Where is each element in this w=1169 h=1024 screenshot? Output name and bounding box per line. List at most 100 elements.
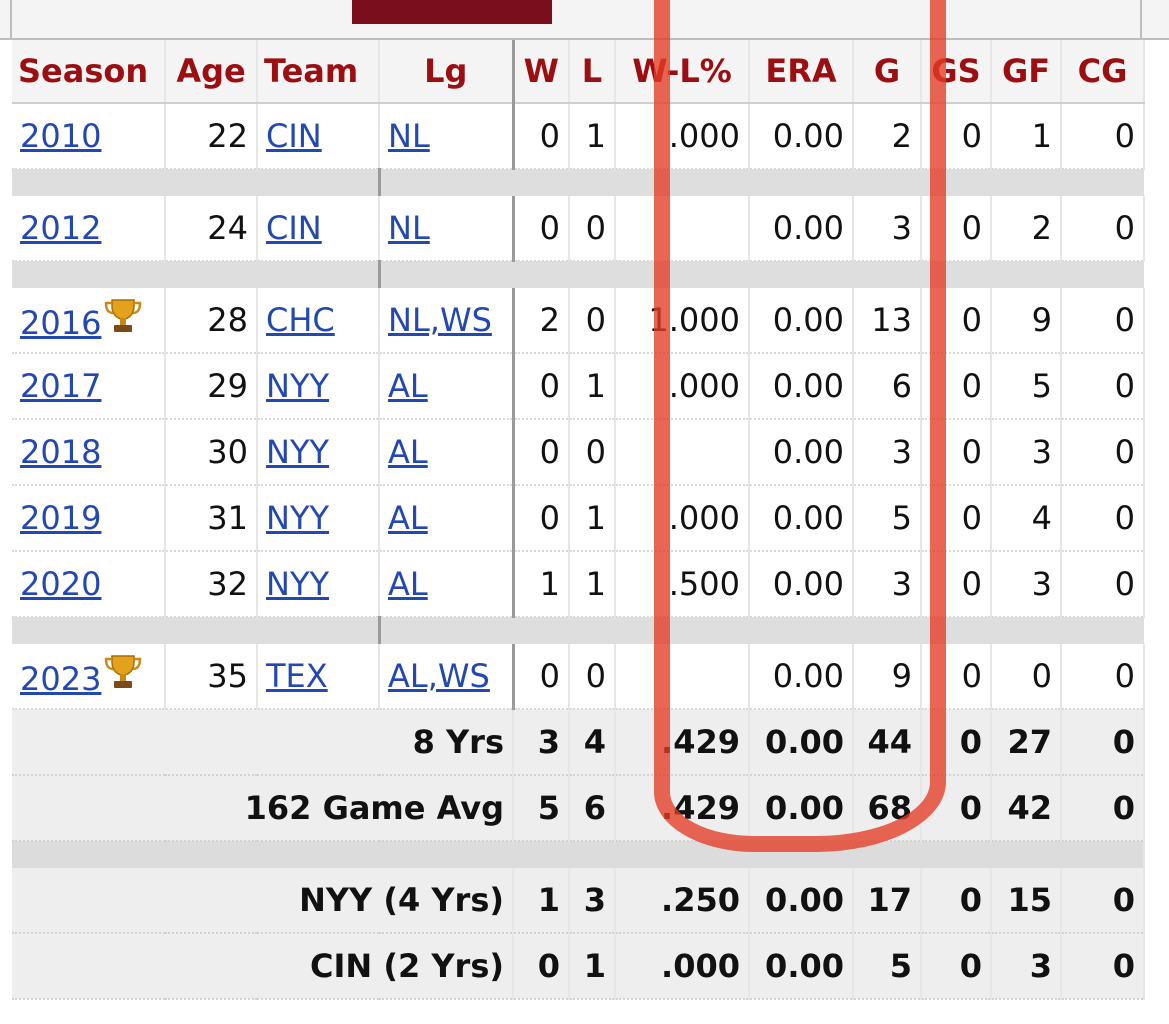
cg-cell: 0 bbox=[1061, 644, 1145, 710]
season-link[interactable]: 2023 bbox=[20, 660, 102, 698]
era-cell: 0.00 bbox=[749, 933, 854, 1000]
l-cell: 0 bbox=[569, 644, 616, 710]
col-header-gs[interactable]: GS bbox=[921, 40, 992, 104]
wl-pct-cell: .429 bbox=[615, 709, 750, 776]
trophy-icon bbox=[103, 296, 143, 344]
table-row: 2016 28 CHC NL,WS 2 0 1.000 0.00 13 0 9 … bbox=[12, 288, 1145, 354]
table-row: 2012 24 CIN NL 0 0 0.00 3 0 2 0 bbox=[12, 196, 1145, 262]
team-link[interactable]: NYY bbox=[266, 433, 330, 471]
age-cell: 35 bbox=[165, 644, 258, 710]
age-cell: 28 bbox=[165, 288, 258, 354]
era-cell: 0.00 bbox=[749, 288, 854, 354]
g-cell: 3 bbox=[853, 196, 922, 262]
wl-pct-cell: 1.000 bbox=[615, 288, 750, 354]
team-link[interactable]: NYY bbox=[266, 367, 330, 405]
wl-pct-cell bbox=[615, 419, 750, 486]
g-cell: 5 bbox=[853, 485, 922, 552]
row-spacer bbox=[12, 841, 1145, 868]
cg-cell: 0 bbox=[1061, 103, 1145, 170]
col-header-wl-pct[interactable]: W-L% bbox=[615, 40, 750, 104]
wl-pct-cell: .000 bbox=[615, 103, 750, 170]
season-link[interactable]: 2020 bbox=[20, 565, 102, 603]
cg-cell: 0 bbox=[1061, 709, 1145, 776]
col-header-gf[interactable]: GF bbox=[991, 40, 1062, 104]
team-link[interactable]: TEX bbox=[266, 657, 328, 695]
gf-cell: 2 bbox=[991, 196, 1062, 262]
table-row: 2020 32 NYY AL 1 1 .500 0.00 3 0 3 0 bbox=[12, 551, 1145, 618]
tab-bar-left-border bbox=[10, 0, 12, 38]
row-spacer bbox=[12, 617, 1144, 644]
season-link[interactable]: 2018 bbox=[20, 433, 102, 471]
col-header-l[interactable]: L bbox=[569, 40, 616, 104]
col-header-g[interactable]: G bbox=[853, 40, 922, 104]
wl-pct-cell: .429 bbox=[615, 775, 750, 842]
active-tab[interactable] bbox=[352, 0, 552, 24]
era-cell: 0.00 bbox=[749, 419, 854, 486]
table-row: 2017 29 NYY AL 0 1 .000 0.00 6 0 5 0 bbox=[12, 353, 1145, 420]
league-link[interactable]: NL bbox=[388, 117, 430, 155]
col-header-cg[interactable]: CG bbox=[1061, 40, 1145, 104]
gs-cell: 0 bbox=[921, 419, 992, 486]
season-link[interactable]: 2016 bbox=[20, 304, 102, 342]
w-cell: 1 bbox=[513, 868, 570, 934]
team-link[interactable]: CIN bbox=[266, 209, 322, 247]
totals-label: CIN (2 Yrs) bbox=[12, 933, 514, 1000]
cg-cell: 0 bbox=[1061, 485, 1145, 552]
team-link[interactable]: NYY bbox=[266, 499, 330, 537]
l-cell: 1 bbox=[569, 353, 616, 420]
g-cell: 3 bbox=[853, 419, 922, 486]
era-cell: 0.00 bbox=[749, 709, 854, 776]
table-row: 2023 35 TEX AL,WS 0 0 0.00 9 0 0 0 bbox=[12, 644, 1145, 710]
gs-cell: 0 bbox=[921, 485, 992, 552]
top-tab-bar bbox=[0, 0, 1169, 40]
gf-cell: 0 bbox=[991, 644, 1062, 710]
g-cell: 68 bbox=[853, 775, 922, 842]
totals-label: 8 Yrs bbox=[12, 709, 514, 776]
wl-pct-cell: .250 bbox=[615, 868, 750, 934]
league-link[interactable]: AL bbox=[388, 499, 428, 537]
era-cell: 0.00 bbox=[749, 775, 854, 842]
col-header-team[interactable]: Team bbox=[257, 40, 380, 104]
col-header-age[interactable]: Age bbox=[165, 40, 258, 104]
totals-row: 162 Game Avg 5 6 .429 0.00 68 0 42 0 bbox=[12, 775, 1145, 842]
team-link[interactable]: CHC bbox=[266, 301, 335, 339]
age-cell: 22 bbox=[165, 103, 258, 170]
age-cell: 32 bbox=[165, 551, 258, 618]
l-cell: 1 bbox=[569, 103, 616, 170]
season-link[interactable]: 2019 bbox=[20, 499, 102, 537]
totals-label: NYY (4 Yrs) bbox=[12, 868, 514, 934]
w-cell: 0 bbox=[513, 196, 570, 262]
col-header-season[interactable]: Season bbox=[12, 40, 166, 104]
w-cell: 0 bbox=[513, 419, 570, 486]
season-link[interactable]: 2012 bbox=[20, 209, 102, 247]
league-link[interactable]: AL bbox=[388, 433, 428, 471]
league-link[interactable]: NL,WS bbox=[388, 301, 492, 339]
season-link[interactable]: 2010 bbox=[20, 117, 102, 155]
col-header-lg[interactable]: Lg bbox=[379, 40, 515, 104]
season-link[interactable]: 2017 bbox=[20, 367, 102, 405]
era-cell: 0.00 bbox=[749, 196, 854, 262]
gs-cell: 0 bbox=[921, 644, 992, 710]
l-cell: 1 bbox=[569, 485, 616, 552]
w-cell: 1 bbox=[513, 551, 570, 618]
wl-pct-cell: .000 bbox=[615, 933, 750, 1000]
team-link[interactable]: CIN bbox=[266, 117, 322, 155]
league-link[interactable]: AL bbox=[388, 367, 428, 405]
league-link[interactable]: AL bbox=[388, 565, 428, 603]
team-link[interactable]: NYY bbox=[266, 565, 330, 603]
gf-cell: 5 bbox=[991, 353, 1062, 420]
l-cell: 1 bbox=[569, 933, 616, 1000]
w-cell: 5 bbox=[513, 775, 570, 842]
w-cell: 0 bbox=[513, 103, 570, 170]
league-link[interactable]: AL,WS bbox=[388, 657, 490, 695]
league-link[interactable]: NL bbox=[388, 209, 430, 247]
totals-row: 8 Yrs 3 4 .429 0.00 44 0 27 0 bbox=[12, 709, 1145, 776]
col-header-w[interactable]: W bbox=[513, 40, 570, 104]
age-cell: 29 bbox=[165, 353, 258, 420]
l-cell: 0 bbox=[569, 196, 616, 262]
table-row: 2019 31 NYY AL 0 1 .000 0.00 5 0 4 0 bbox=[12, 485, 1145, 552]
gf-cell: 1 bbox=[991, 103, 1062, 170]
l-cell: 4 bbox=[569, 709, 616, 776]
w-cell: 2 bbox=[513, 288, 570, 354]
col-header-era[interactable]: ERA bbox=[749, 40, 854, 104]
